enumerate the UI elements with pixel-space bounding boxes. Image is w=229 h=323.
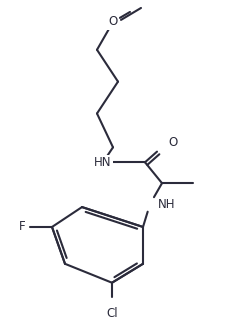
Text: NH: NH bbox=[157, 198, 175, 211]
Text: HN: HN bbox=[94, 156, 111, 169]
Text: O: O bbox=[108, 16, 117, 28]
Text: Cl: Cl bbox=[106, 307, 117, 320]
Text: F: F bbox=[19, 221, 25, 234]
Text: O: O bbox=[167, 136, 177, 149]
